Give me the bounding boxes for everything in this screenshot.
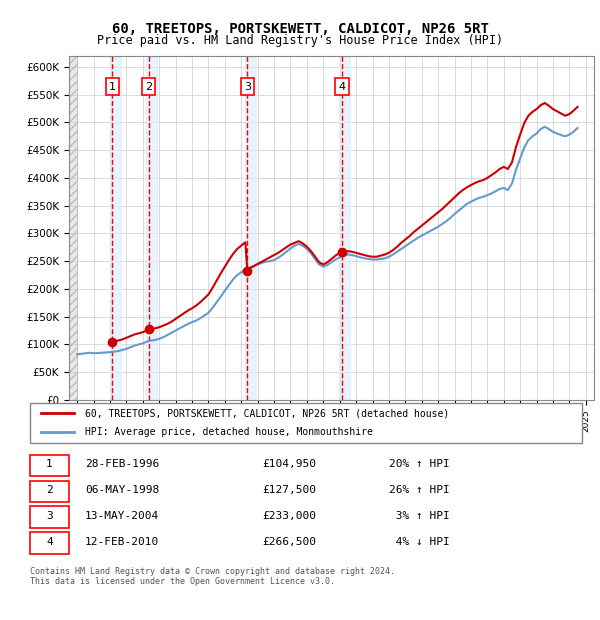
Text: 60, TREETOPS, PORTSKEWETT, CALDICOT, NP26 5RT (detached house): 60, TREETOPS, PORTSKEWETT, CALDICOT, NP2… <box>85 408 449 418</box>
Text: 4: 4 <box>46 537 53 547</box>
Text: 2: 2 <box>46 485 53 495</box>
Text: £127,500: £127,500 <box>262 485 316 495</box>
Text: 13-MAY-2004: 13-MAY-2004 <box>85 511 160 521</box>
Text: £266,500: £266,500 <box>262 537 316 547</box>
FancyBboxPatch shape <box>30 454 68 476</box>
Text: 60, TREETOPS, PORTSKEWETT, CALDICOT, NP26 5RT: 60, TREETOPS, PORTSKEWETT, CALDICOT, NP2… <box>112 22 488 36</box>
Text: 3% ↑ HPI: 3% ↑ HPI <box>389 511 449 521</box>
Bar <box>69 56 77 400</box>
Text: £233,000: £233,000 <box>262 511 316 521</box>
Text: 12-FEB-2010: 12-FEB-2010 <box>85 537 160 547</box>
Text: 06-MAY-1998: 06-MAY-1998 <box>85 485 160 495</box>
Text: Contains HM Land Registry data © Crown copyright and database right 2024.
This d: Contains HM Land Registry data © Crown c… <box>30 567 395 586</box>
FancyBboxPatch shape <box>30 507 68 528</box>
Bar <box>110 56 121 400</box>
Text: 3: 3 <box>46 511 53 521</box>
Text: 20% ↑ HPI: 20% ↑ HPI <box>389 459 449 469</box>
Bar <box>146 56 157 400</box>
Text: 1: 1 <box>109 82 116 92</box>
Text: 4: 4 <box>338 82 345 92</box>
Text: HPI: Average price, detached house, Monmouthshire: HPI: Average price, detached house, Monm… <box>85 427 373 437</box>
FancyBboxPatch shape <box>30 533 68 554</box>
Bar <box>245 56 256 400</box>
Text: 2: 2 <box>145 82 152 92</box>
Text: 1: 1 <box>46 459 53 469</box>
Text: 3: 3 <box>244 82 251 92</box>
Text: £104,950: £104,950 <box>262 459 316 469</box>
Bar <box>339 56 350 400</box>
Text: 4% ↓ HPI: 4% ↓ HPI <box>389 537 449 547</box>
Text: 26% ↑ HPI: 26% ↑ HPI <box>389 485 449 495</box>
Text: Price paid vs. HM Land Registry's House Price Index (HPI): Price paid vs. HM Land Registry's House … <box>97 34 503 47</box>
FancyBboxPatch shape <box>30 480 68 502</box>
Text: 28-FEB-1996: 28-FEB-1996 <box>85 459 160 469</box>
Bar <box>69 56 77 400</box>
